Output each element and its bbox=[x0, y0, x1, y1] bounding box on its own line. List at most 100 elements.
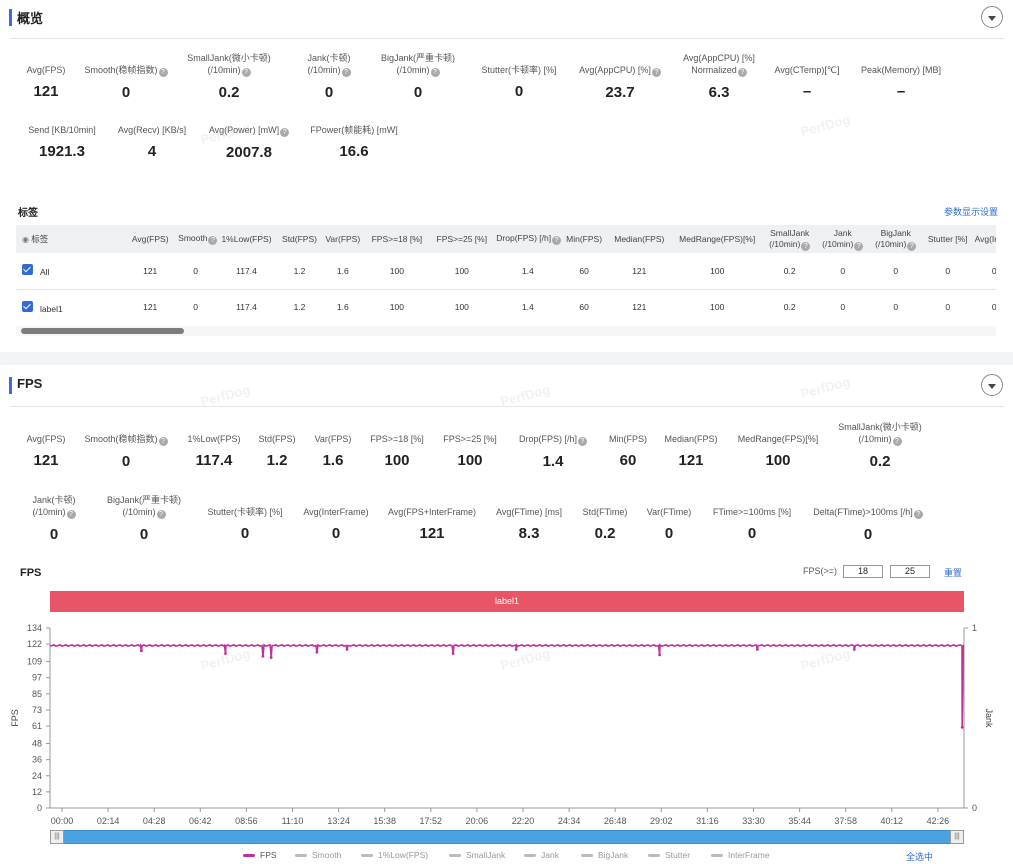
metric: Avg(FPS) 121 bbox=[0, 52, 111, 100]
legend-item[interactable]: 1%Low(FPS) bbox=[361, 850, 428, 860]
table-header-cell[interactable]: MedRange(FPS)[%] bbox=[671, 225, 763, 253]
legend-item[interactable]: Jank bbox=[524, 850, 559, 860]
select-all-link[interactable]: 全选中 bbox=[906, 852, 934, 862]
metric: SmallJank(微小卡顿) (/10min)? 0.2 bbox=[815, 421, 945, 470]
table-header-cell[interactable]: Min(FPS) bbox=[561, 225, 607, 253]
reset-link[interactable]: 重置 bbox=[944, 568, 963, 578]
table-header-cell[interactable]: Drop(FPS) [/h]? bbox=[494, 225, 562, 253]
table-header-cell[interactable]: 1%Low(FPS) bbox=[215, 225, 278, 253]
labels-table-wrap: ◉ 标签 Avg(FPS) Smooth? 1%Low(FPS) Std(FPS) Var… bbox=[16, 225, 996, 325]
table-header-cell[interactable]: Avg(InterF bbox=[972, 225, 996, 253]
range-handle-left[interactable]: ||| bbox=[50, 830, 64, 844]
metric-value: 0 bbox=[514, 83, 524, 100]
metric-value: 0.2 bbox=[594, 525, 616, 542]
table-header-cell[interactable]: Stutter [%] bbox=[922, 225, 973, 253]
metric: Avg(AppCPU) [%]? 23.7 bbox=[555, 52, 685, 101]
help-icon[interactable]: ? bbox=[66, 510, 76, 519]
help-icon[interactable]: ? bbox=[241, 68, 251, 77]
fps-dip-point bbox=[224, 652, 227, 655]
metric-value: 0 bbox=[413, 84, 423, 101]
fps-threshold-input-1[interactable]: 18 bbox=[843, 565, 883, 578]
help-icon[interactable]: ? bbox=[552, 236, 562, 245]
metric-label: Smooth(稳帧指数)? bbox=[61, 64, 191, 77]
row-checkbox[interactable] bbox=[22, 300, 33, 312]
metric: Avg(Power) [mW]? 2007.8 bbox=[184, 112, 314, 161]
label-band[interactable]: label1 bbox=[50, 591, 964, 612]
table-header-cell[interactable]: BigJank (/10min)? bbox=[868, 225, 923, 253]
metric-label: MedRange(FPS)[%] bbox=[737, 434, 819, 444]
x-tick-label: 24:34 bbox=[558, 816, 581, 826]
help-icon[interactable]: ? bbox=[156, 510, 166, 519]
range-handle-right[interactable]: ||| bbox=[950, 830, 964, 844]
table-header-cell[interactable]: FPS>=25 [%] bbox=[429, 225, 495, 253]
table-header-cell[interactable]: SmallJank (/10min)? bbox=[762, 225, 817, 253]
table-header-cell[interactable]: ◉ 标签 bbox=[16, 225, 125, 253]
table-header-cell[interactable]: Smooth? bbox=[176, 225, 218, 253]
table-row[interactable]: label1 121 0 117.4 1.2 1.6 100 100 1.4 60 121 100 0.… bbox=[16, 289, 996, 325]
metric-value: 0 bbox=[139, 526, 149, 543]
help-icon[interactable]: ? bbox=[430, 68, 440, 77]
param-display-settings-link[interactable]: 参数显示设置 bbox=[944, 207, 999, 217]
help-icon[interactable]: ? bbox=[578, 437, 587, 446]
legend-item[interactable]: SmallJank bbox=[449, 850, 505, 860]
y-tick-label: 24 bbox=[32, 771, 42, 781]
legend-swatch bbox=[524, 854, 536, 858]
metric: Delta(FTime)>100ms [/h]? 0 bbox=[803, 494, 933, 543]
legend-item[interactable]: Smooth bbox=[295, 850, 341, 860]
fps-dip-point bbox=[960, 726, 964, 729]
table-cell: 0 bbox=[816, 289, 869, 325]
table-row[interactable]: All 121 0 117.4 1.2 1.6 100 100 1.4 60 121 100 0.2 0 0… bbox=[16, 253, 996, 290]
collapse-fps-button[interactable] bbox=[981, 374, 1003, 396]
table-cell: 0.2 bbox=[762, 253, 817, 290]
metric-label: FPS>=18 [%] bbox=[370, 434, 424, 444]
help-icon[interactable]: ? bbox=[892, 437, 902, 446]
eye-icon[interactable]: ◉ bbox=[22, 234, 32, 244]
help-icon[interactable]: ? bbox=[280, 128, 290, 137]
help-icon[interactable]: ? bbox=[651, 68, 661, 77]
x-tick-label: 26:48 bbox=[604, 816, 627, 826]
table-header-cell[interactable]: Std(FPS) bbox=[277, 225, 322, 253]
legend-item[interactable]: InterFrame bbox=[711, 850, 770, 860]
help-icon[interactable]: ? bbox=[913, 510, 923, 519]
help-icon[interactable]: ? bbox=[158, 437, 168, 446]
help-icon[interactable]: ? bbox=[208, 236, 218, 245]
metric-label: Smooth(稳帧指数)? bbox=[61, 433, 191, 446]
metric-label: Jank(卡顿) (/10min)? bbox=[307, 53, 351, 77]
x-tick-label: 17:52 bbox=[420, 816, 443, 826]
table-header-cell[interactable]: Avg(FPS) bbox=[124, 225, 177, 253]
collapse-overview-button[interactable] bbox=[981, 6, 1003, 28]
legend-item[interactable]: BigJank bbox=[581, 850, 628, 860]
help-icon[interactable]: ? bbox=[341, 68, 351, 77]
x-tick-label: 42:26 bbox=[927, 816, 950, 826]
legend-swatch bbox=[295, 854, 307, 858]
table-scrollbar-thumb[interactable] bbox=[21, 328, 184, 334]
time-range-slider[interactable]: ||| ||| bbox=[50, 830, 964, 844]
table-scrollbar-track[interactable] bbox=[16, 326, 996, 336]
help-icon[interactable]: ? bbox=[907, 241, 917, 251]
table-header-cell[interactable]: Median(FPS) bbox=[606, 225, 672, 253]
fps-chart[interactable]: 0 12 24 36 48 61 73 85 97 109 122 134 0 1 00:00 02:14 04… bbox=[0, 615, 1013, 845]
metric: MedRange(FPS)[%] 100 bbox=[713, 421, 843, 469]
overview-header: 概览 bbox=[0, 0, 1013, 36]
metric-label: FPS>=25 [%] bbox=[443, 434, 497, 444]
table-cell: 0.2 bbox=[762, 289, 817, 325]
legend-item[interactable]: Stutter bbox=[648, 850, 690, 860]
overview-title: 概览 bbox=[17, 11, 44, 26]
metric-value: 0.2 bbox=[869, 453, 891, 470]
help-icon[interactable]: ? bbox=[801, 241, 811, 251]
legend-item[interactable]: FPS bbox=[243, 850, 277, 860]
help-icon[interactable]: ? bbox=[158, 68, 168, 77]
help-icon[interactable]: ? bbox=[854, 241, 864, 251]
metric: FTime>=100ms [%] 0 bbox=[687, 494, 817, 542]
table-cell: 0 bbox=[176, 289, 216, 325]
row-label-name: All bbox=[40, 267, 50, 278]
table-cell: 100 bbox=[364, 289, 430, 325]
table-header-cell[interactable]: Var(FPS) bbox=[321, 225, 365, 253]
table-header-cell[interactable]: FPS>=18 [%] bbox=[364, 225, 430, 253]
metric-value: 0 bbox=[863, 526, 873, 543]
help-icon[interactable]: ? bbox=[737, 68, 747, 77]
y-tick-label: 85 bbox=[32, 689, 42, 699]
row-checkbox[interactable] bbox=[22, 264, 33, 276]
table-header-cell[interactable]: Jank (/10min)? bbox=[816, 225, 869, 253]
fps-threshold-input-2[interactable]: 25 bbox=[890, 565, 930, 578]
